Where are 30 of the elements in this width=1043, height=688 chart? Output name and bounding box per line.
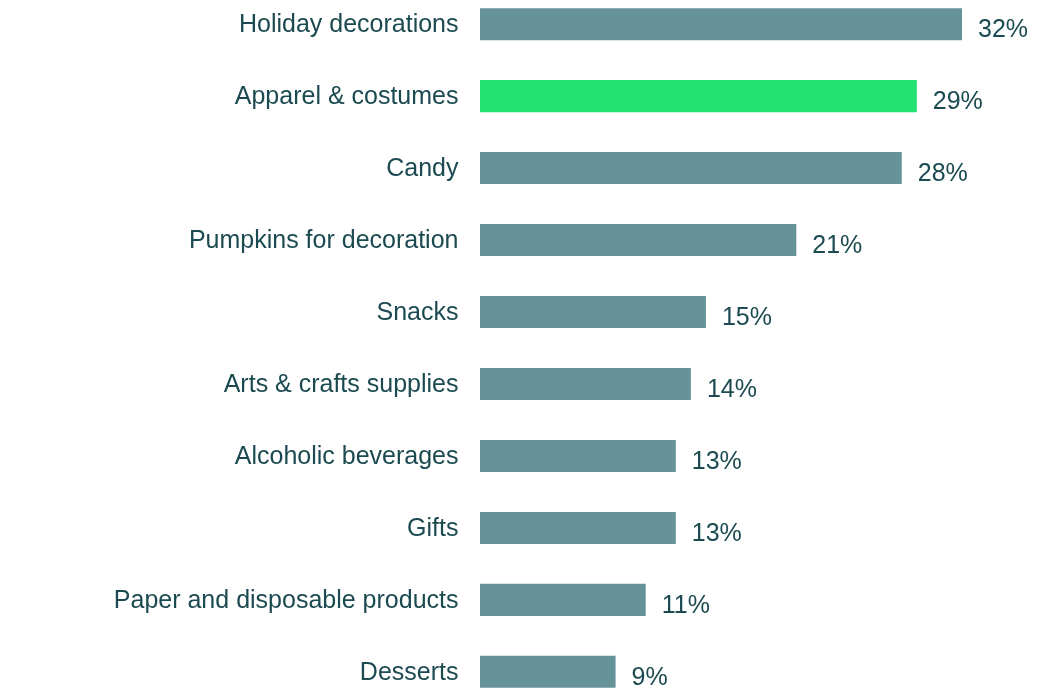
data-label: 21% [812, 230, 863, 259]
y-tick-label: Alcoholic beverages [234, 440, 459, 469]
y-tick-label: Gifts [407, 512, 459, 541]
data-label: 13% [691, 517, 742, 546]
bar [480, 224, 797, 257]
y-tick-label: Desserts [359, 656, 459, 685]
bar [480, 152, 902, 185]
bar [480, 8, 962, 41]
y-tick-label: Apparel & costumes [234, 81, 459, 110]
data-label: 9% [631, 661, 668, 688]
bar [480, 439, 676, 472]
bar [480, 583, 646, 616]
y-tick-label: Holiday decorations [238, 9, 459, 38]
y-tick-label: Arts & crafts supplies [223, 368, 459, 397]
bar [480, 655, 616, 688]
bar [480, 367, 691, 400]
data-label: 15% [721, 302, 772, 331]
data-label: 29% [932, 86, 983, 115]
data-label: 14% [706, 373, 757, 402]
y-tick-label: Paper and disposable products [113, 584, 459, 613]
y-tick-label: Pumpkins for decoration [188, 225, 459, 254]
data-label: 13% [691, 445, 742, 474]
bar [480, 296, 706, 329]
bar [480, 80, 917, 113]
y-tick-label: Candy [386, 153, 459, 182]
bar [480, 511, 676, 544]
data-label: 32% [978, 14, 1029, 43]
data-label: 11% [661, 589, 710, 618]
y-tick-label: Snacks [376, 297, 459, 326]
data-label: 28% [917, 158, 968, 187]
